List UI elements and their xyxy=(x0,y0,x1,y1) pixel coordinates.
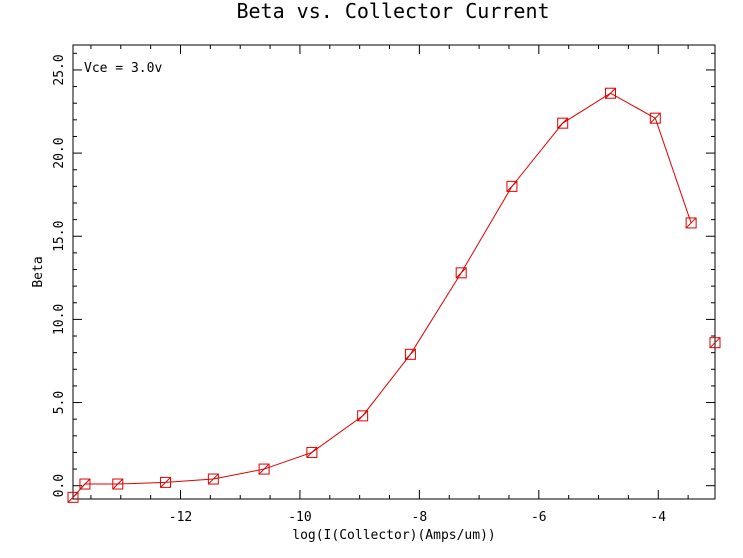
chart-title: Beta vs. Collector Current xyxy=(236,0,549,23)
data-point-marker xyxy=(685,217,697,229)
x-tick-labels: -12 -10 -8 -6 -4 xyxy=(169,510,667,525)
axis-ticks xyxy=(73,45,715,499)
y-axis-label: Beta xyxy=(31,256,46,287)
data-point-marker xyxy=(79,478,91,490)
data-point-marker xyxy=(67,491,79,503)
data-point-marker xyxy=(709,337,721,349)
data-point-marker xyxy=(160,476,172,488)
y-tick-label: 20.0 xyxy=(52,137,67,168)
series-beta xyxy=(67,87,721,503)
x-tick-label: -4 xyxy=(650,510,666,525)
data-point-marker xyxy=(112,478,124,490)
plot-frame xyxy=(72,44,716,500)
data-point-marker xyxy=(506,180,518,192)
y-tick-labels: 0.0 5.0 10.0 15.0 20.0 25.0 xyxy=(52,54,67,497)
series-line xyxy=(72,92,692,498)
x-axis-label: log(I(Collector)(Amps/um)) xyxy=(292,528,496,543)
data-point-marker xyxy=(357,410,369,422)
data-point-marker xyxy=(306,446,318,458)
data-point-marker xyxy=(604,87,616,99)
x-tick-label: -10 xyxy=(288,510,311,525)
y-tick-label: 15.0 xyxy=(52,221,67,252)
y-tick-label: 0.0 xyxy=(52,474,67,497)
y-tick-label: 10.0 xyxy=(52,304,67,335)
data-point-marker xyxy=(557,117,569,129)
x-tick-label: -8 xyxy=(412,510,428,525)
y-tick-label: 25.0 xyxy=(52,54,67,85)
data-point-marker xyxy=(649,112,661,124)
vce-annotation: Vce = 3.0v xyxy=(84,61,162,76)
data-point-marker xyxy=(258,463,270,475)
data-point-marker xyxy=(404,348,416,360)
data-point-marker xyxy=(455,267,467,279)
x-tick-label: -12 xyxy=(169,510,192,525)
x-tick-label: -6 xyxy=(531,510,547,525)
data-point-marker xyxy=(207,473,219,485)
y-tick-label: 5.0 xyxy=(52,391,67,414)
